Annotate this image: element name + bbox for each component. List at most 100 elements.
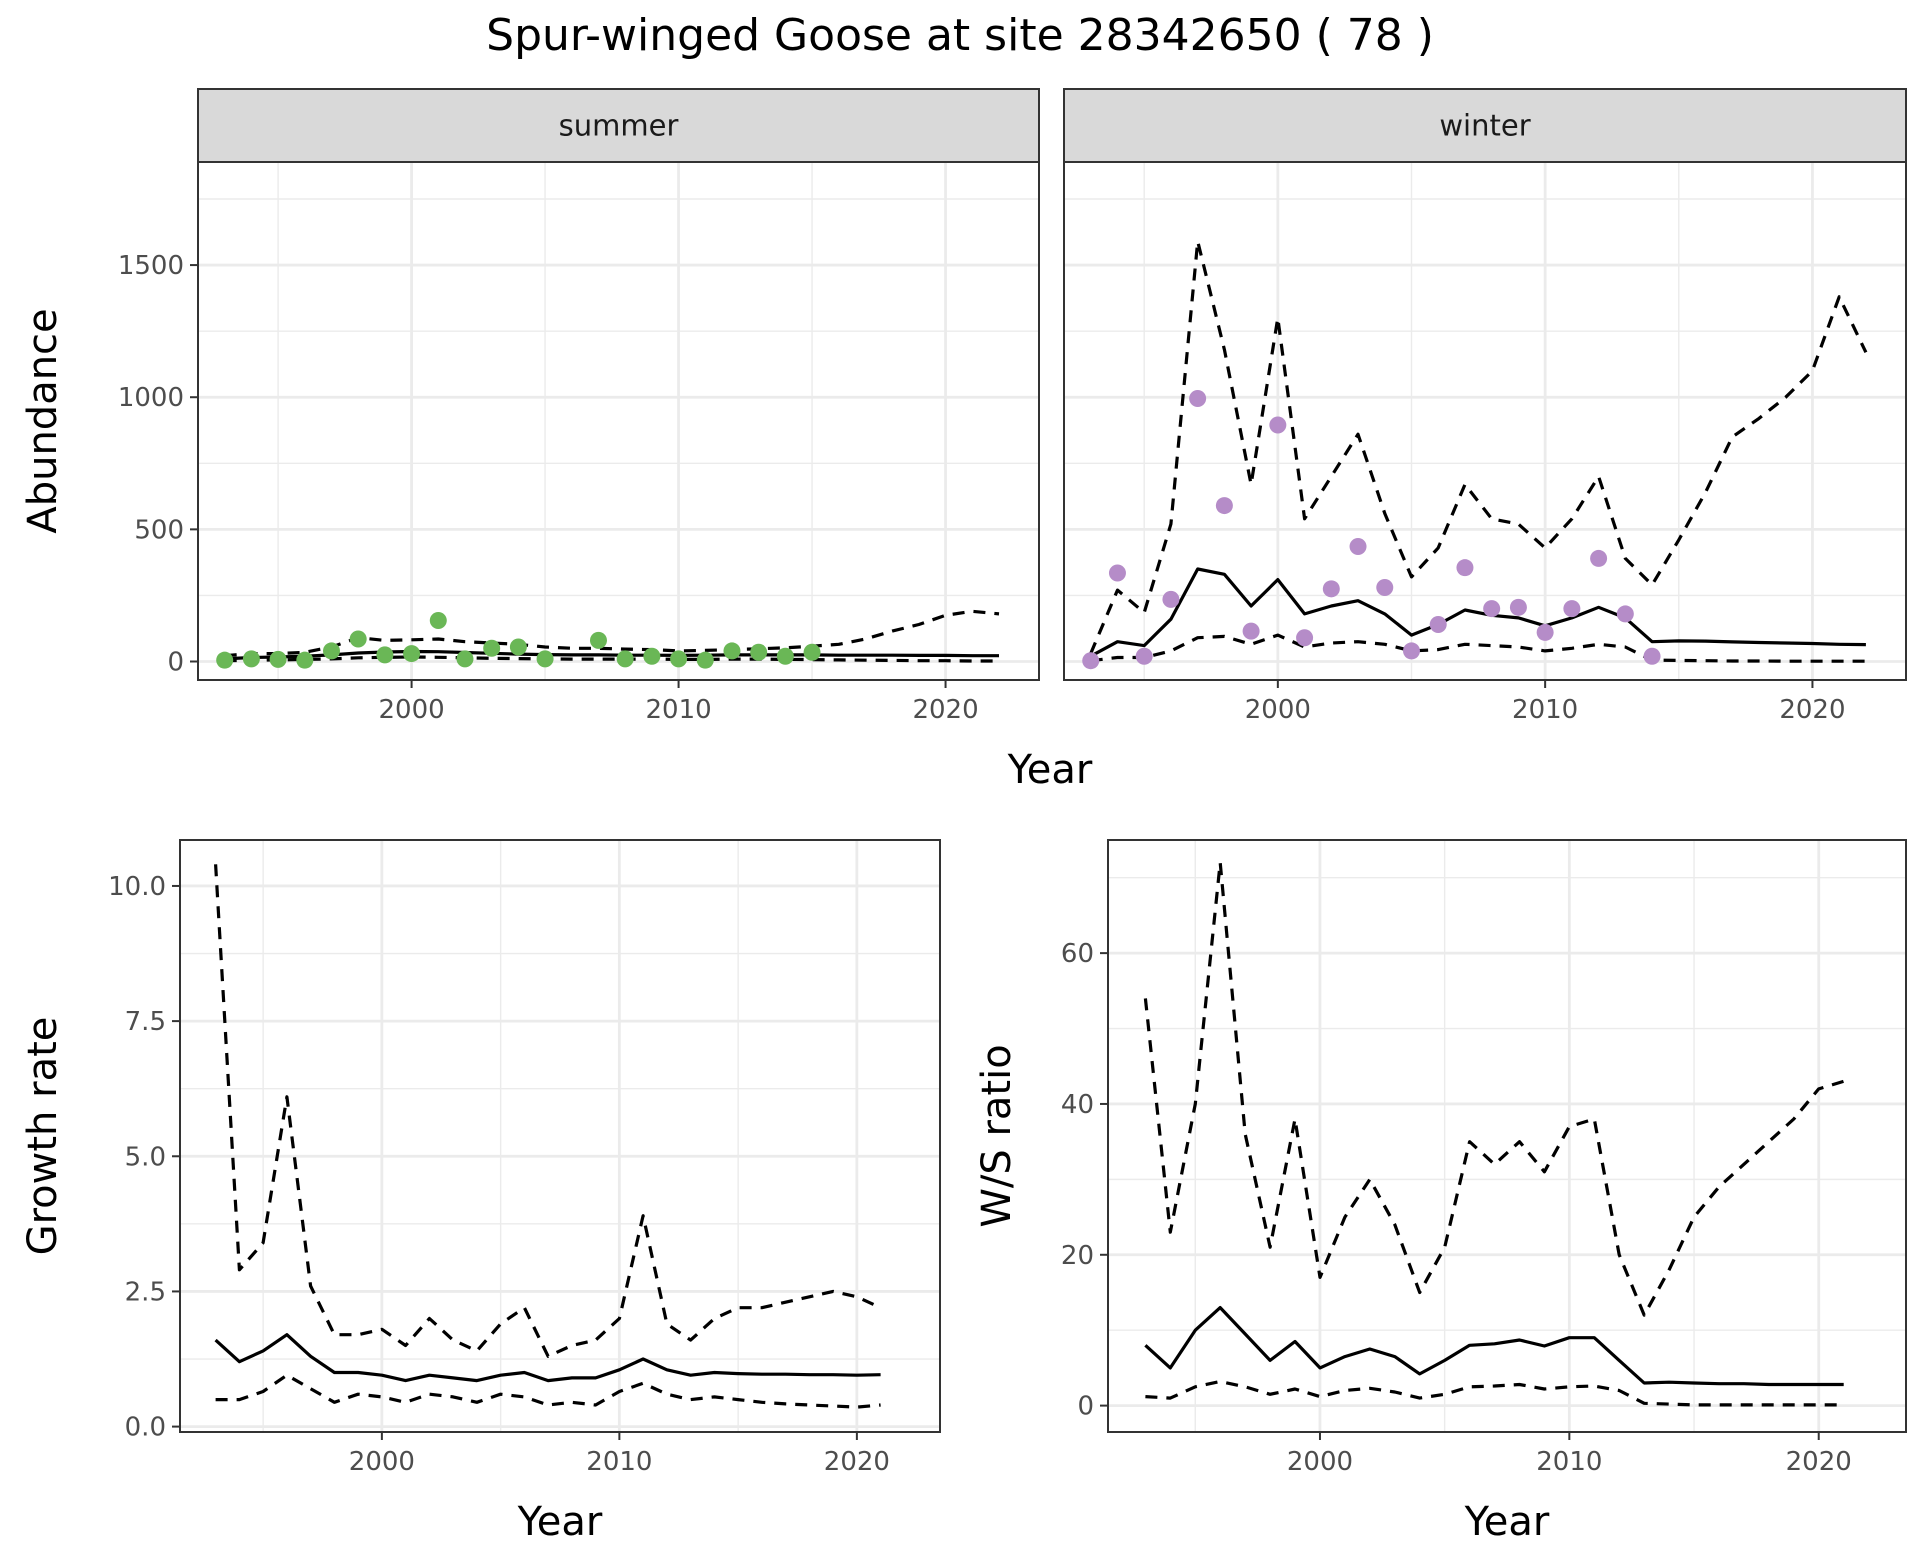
observation-point [589,631,607,649]
y-tick-label: 500 [134,515,184,545]
observation-point [1082,652,1100,670]
observation-point [696,651,714,669]
x-tick-label: 2000 [1287,1447,1353,1477]
observation-point [1189,390,1207,408]
interval-line-2 [1145,1379,1844,1407]
interval-line-1 [214,864,882,1358]
panel-border [179,839,941,1433]
interval-line-2 [224,655,999,663]
observation-point [349,630,367,648]
observation-point [1322,580,1340,598]
observation-point [1296,629,1314,647]
observation-point [1429,616,1447,633]
observation-point [1509,598,1527,616]
observation-point [1215,497,1233,515]
x-tick-label: 2000 [379,695,445,725]
interval-line-2 [1090,633,1866,663]
observation-point [536,650,554,668]
observation-point [456,650,474,668]
observation-point [296,651,314,669]
observation-point [643,647,661,665]
observation-point [670,650,688,668]
y-tick-label: 0 [167,648,184,678]
y-tick-label: 20 [1061,1241,1094,1271]
y-tick-label: 7.5 [125,1007,166,1037]
observation-point [723,642,741,660]
y-tick-label: 1500 [118,251,184,281]
x-tick-label: 2020 [1786,1447,1852,1477]
x-tick-label: 2020 [912,695,978,725]
x-tick-label: 2010 [1512,695,1578,725]
observation-point [1376,579,1394,596]
x-axis-title: Year [517,1499,603,1545]
facet-strip [1063,88,1907,163]
y-tick-label: 0.0 [125,1413,166,1443]
x-tick-label: 2020 [1779,695,1845,725]
observation-point [403,645,421,663]
observation-point [429,612,447,630]
observation-point [1135,647,1153,665]
x-tick-label: 2010 [586,1447,652,1477]
observation-point [376,646,394,664]
trend-line-0 [1144,1305,1844,1387]
observation-point [616,650,634,668]
observation-point [269,650,287,668]
plot-background [198,162,1039,680]
observation-point [216,651,234,669]
y-tick-label: 5.0 [125,1142,166,1172]
observation-point [483,639,501,657]
observation-point [1456,559,1474,577]
trend-line-0 [214,1333,881,1383]
panel-1: winter 2000 2010 2020 [1063,88,1907,725]
y-tick-label: 40 [1061,1090,1094,1120]
facet-strip [197,88,1040,163]
x-tick-label: 2010 [645,695,711,725]
observation-point [509,638,527,656]
observation-point [1402,642,1420,660]
observation-point [1563,600,1581,618]
observation-point [1349,538,1367,556]
plot-background [180,840,940,1432]
observation-point [1643,647,1661,665]
y-tick-label: 2.5 [125,1277,166,1307]
observation-point [776,647,794,665]
y-tick-label: 10.0 [108,872,166,902]
observation-point [750,643,768,661]
y-tick-label: 1000 [118,383,184,413]
y-tick-label: 0 [1077,1392,1094,1422]
observation-point [1590,549,1608,567]
facet-strip-label: winter [1439,109,1530,143]
x-tick-label: 2010 [1536,1447,1602,1477]
observation-point [1162,590,1180,608]
y-tick-label: 60 [1061,939,1094,969]
panel-0: summer 2000 2010 2020 0 500 1000 1500 [118,88,1040,725]
observation-point [1242,622,1260,640]
trend-line-0 [224,649,999,661]
observation-point [1269,416,1287,434]
plot-background [1064,162,1906,680]
observation-point [242,650,260,668]
interval-line-1 [1089,239,1868,655]
observation-point [1536,623,1554,641]
x-axis-title: Year [1464,1499,1550,1545]
y-axis-title: W/S ratio [974,1044,1020,1227]
x-tick-label: 2000 [1245,695,1311,725]
top-row-x-axis-title: Year [1007,747,1093,793]
observation-point [1108,564,1126,582]
observation-point [1616,605,1634,623]
figure-title: Spur-winged Goose at site 28342650 ( 78 … [486,10,1434,61]
observation-point [803,643,821,661]
facet-strip-label: summer [559,109,679,143]
observation-point [322,642,340,660]
trend-line-0 [1089,567,1866,658]
panel-3: 2000 2010 2020 0 20 40 60 Year W/S ratio [974,839,1907,1545]
interval-line-1 [1143,860,1845,1317]
top-row-y-axis-title: Abundance [20,308,66,533]
x-tick-label: 2020 [824,1447,890,1477]
x-tick-label: 2000 [349,1447,415,1477]
panel-border [1107,839,1907,1433]
y-axis-title: Growth rate [20,1017,66,1256]
observation-point [1483,600,1501,618]
